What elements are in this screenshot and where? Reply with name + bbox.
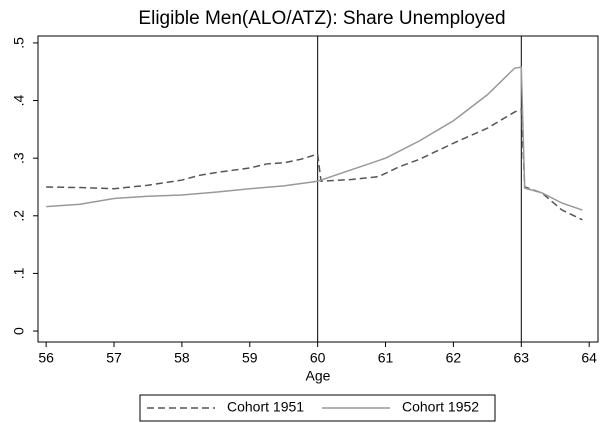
x-tick-label: 58 — [174, 350, 190, 366]
y-tick-label: 0 — [11, 327, 27, 335]
y-tick-label: .4 — [11, 94, 27, 106]
x-tick-label: 62 — [446, 350, 462, 366]
x-tick-label: 56 — [38, 350, 54, 366]
legend-label: Cohort 1952 — [402, 399, 479, 415]
x-tick-label: 60 — [310, 350, 326, 366]
x-tick-label: 59 — [242, 350, 258, 366]
series-line — [46, 66, 583, 211]
chart-title: Eligible Men(ALO/ATZ): Share Unemployed — [138, 8, 505, 29]
series-line — [46, 108, 583, 221]
legend-label: Cohort 1951 — [227, 399, 304, 415]
x-tick-label: 61 — [378, 350, 394, 366]
y-tick-label: .1 — [11, 267, 27, 279]
y-tick-label: .2 — [11, 210, 27, 222]
legend-box — [139, 394, 496, 422]
x-tick-label: 57 — [106, 350, 122, 366]
x-tick-label: 63 — [514, 350, 530, 366]
y-tick-label: .5 — [11, 37, 27, 49]
x-axis-label: Age — [306, 368, 331, 384]
x-tick-label: 64 — [581, 350, 597, 366]
y-tick-label: .3 — [11, 152, 27, 164]
